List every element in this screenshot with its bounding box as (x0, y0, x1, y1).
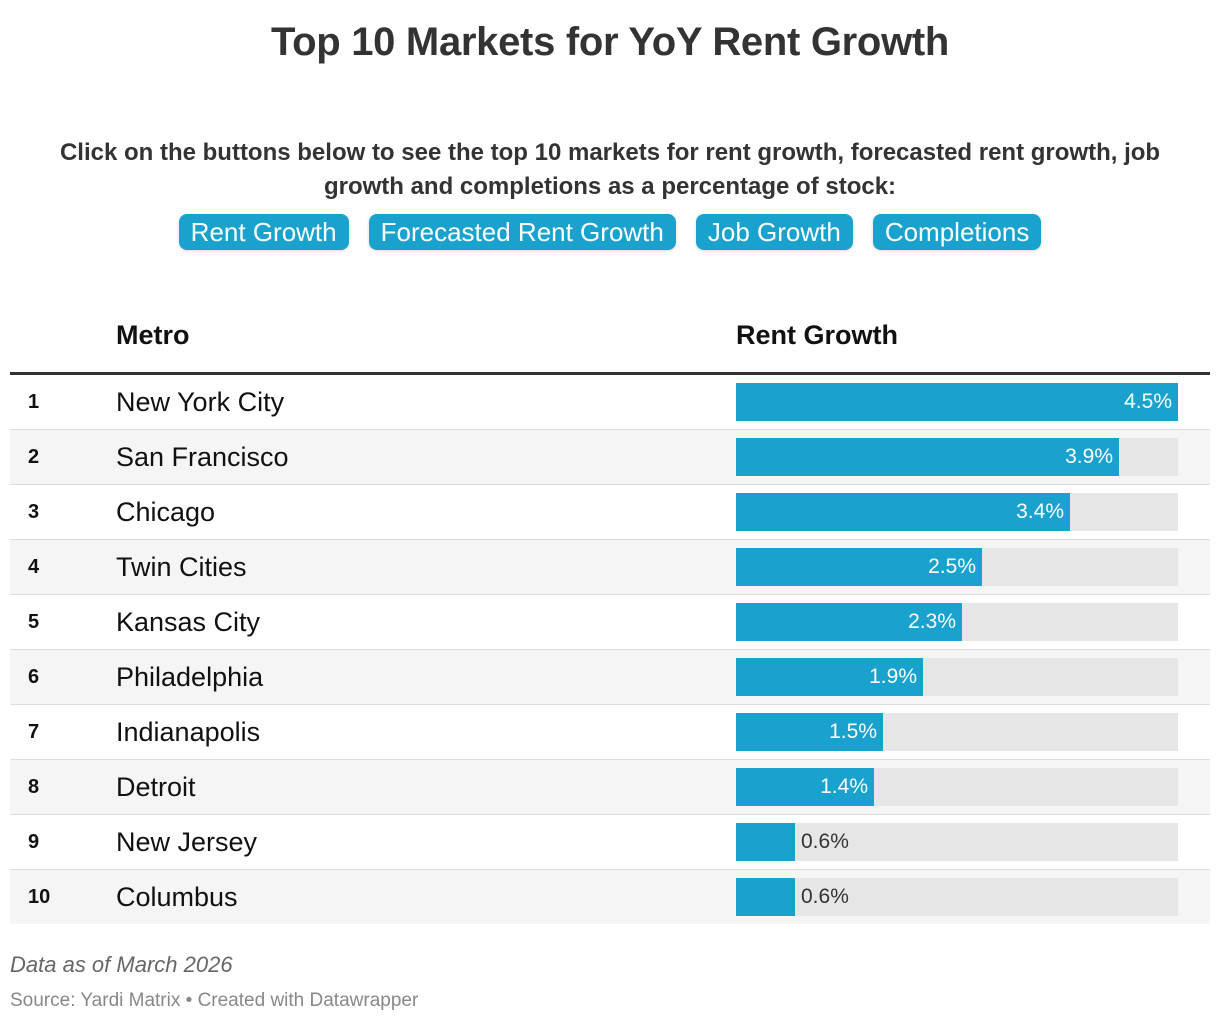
rank-cell: 1 (10, 373, 116, 430)
rent-growth-table: Metro Rent Growth 1 New York City 4.5% 2 San… (10, 298, 1210, 924)
rent-growth-bar (736, 713, 883, 751)
table-header-row: Metro Rent Growth (10, 298, 1210, 375)
rent-growth-button[interactable]: Rent Growth (178, 214, 349, 250)
rent-growth-cell: 1.5% (736, 704, 1210, 760)
bar-track: 1.9% (736, 658, 1178, 696)
completions-button[interactable]: Completions (872, 214, 1042, 250)
table-row: 4 Twin Cities 2.5% (10, 539, 1210, 595)
metro-cell: Philadelphia (116, 649, 736, 705)
job-growth-button[interactable]: Job Growth (695, 214, 853, 250)
bar-value-label: 2.3% (908, 610, 956, 633)
rank-cell: 4 (10, 539, 116, 595)
rent-growth-cell: 0.6% (736, 814, 1210, 870)
rent-growth-bar (736, 493, 1070, 531)
metro-cell: Columbus (116, 869, 736, 924)
bar-value-label: 3.9% (1065, 445, 1113, 468)
rent-growth-bar (736, 438, 1119, 476)
metro-cell: Kansas City (116, 594, 736, 650)
bar-value-label: 4.5% (1124, 390, 1172, 413)
chart-subtitle: Click on the buttons below to see the to… (59, 139, 1161, 200)
rent-growth-cell: 1.9% (736, 649, 1210, 705)
bar-track: 3.9% (736, 438, 1178, 476)
source-credit: Source: Yardi Matrix • Created with Data… (10, 990, 419, 1011)
bar-track: 4.5% (736, 383, 1178, 421)
metro-cell: Twin Cities (116, 539, 736, 595)
rank-column-header[interactable] (10, 298, 116, 375)
bar-value-label: 0.6% (801, 830, 849, 853)
rent-growth-cell: 2.5% (736, 539, 1210, 595)
rank-cell: 8 (10, 759, 116, 815)
rank-cell: 9 (10, 814, 116, 870)
table-row: 10 Columbus 0.6% (10, 869, 1210, 924)
metro-cell: Chicago (116, 484, 736, 540)
rent-growth-column-header[interactable]: Rent Growth (736, 298, 1210, 375)
rank-cell: 10 (10, 869, 116, 924)
rank-cell: 5 (10, 594, 116, 650)
rent-growth-cell: 1.4% (736, 759, 1210, 815)
rent-growth-bar (736, 878, 795, 916)
bar-track: 0.6% (736, 823, 1178, 861)
metro-cell: Indianapolis (116, 704, 736, 760)
bar-track: 1.4% (736, 768, 1178, 806)
rent-growth-bar (736, 823, 795, 861)
data-note: Data as of March 2026 (10, 952, 233, 977)
metro-cell: San Francisco (116, 429, 736, 485)
metro-column-header[interactable]: Metro (116, 298, 736, 375)
rent-growth-bar (736, 383, 1178, 421)
table-row: 1 New York City 4.5% (10, 373, 1210, 430)
bar-value-label: 2.5% (928, 555, 976, 578)
table-row: 2 San Francisco 3.9% (10, 429, 1210, 485)
bar-track: 1.5% (736, 713, 1178, 751)
metro-cell: Detroit (116, 759, 736, 815)
rent-growth-cell: 3.4% (736, 484, 1210, 540)
bar-value-label: 1.9% (869, 665, 917, 688)
rent-growth-bar (736, 548, 982, 586)
metro-cell: New York City (116, 373, 736, 430)
bar-value-label: 1.5% (829, 720, 877, 743)
bar-value-label: 3.4% (1016, 500, 1064, 523)
rent-growth-cell: 3.9% (736, 429, 1210, 485)
table-body: 1 New York City 4.5% 2 San Francisco 3.9% 3 Chi… (10, 373, 1210, 924)
table-row: 9 New Jersey 0.6% (10, 814, 1210, 870)
table-row: 8 Detroit 1.4% (10, 759, 1210, 815)
rank-cell: 3 (10, 484, 116, 540)
bar-track: 2.5% (736, 548, 1178, 586)
rent-growth-cell: 4.5% (736, 373, 1210, 430)
forecasted-rent-growth-button[interactable]: Forecasted Rent Growth (368, 214, 676, 250)
bar-track: 3.4% (736, 493, 1178, 531)
bar-value-label: 0.6% (801, 885, 849, 908)
rank-cell: 2 (10, 429, 116, 485)
metro-cell: New Jersey (116, 814, 736, 870)
bar-track: 0.6% (736, 878, 1178, 916)
rent-growth-bar (736, 658, 923, 696)
chart-title: Top 10 Markets for YoY Rent Growth (270, 20, 950, 64)
bar-value-label: 1.4% (820, 775, 868, 798)
table-row: 5 Kansas City 2.3% (10, 594, 1210, 650)
bar-track: 2.3% (736, 603, 1178, 641)
rent-growth-cell: 0.6% (736, 869, 1210, 924)
table-row: 3 Chicago 3.4% (10, 484, 1210, 540)
rent-growth-cell: 2.3% (736, 594, 1210, 650)
table-row: 6 Philadelphia 1.9% (10, 649, 1210, 705)
rank-cell: 6 (10, 649, 116, 705)
rent-growth-bar (736, 603, 962, 641)
rent-growth-bar (736, 768, 874, 806)
dataset-button-group: Rent Growth Forecasted Rent Growth Job G… (0, 214, 1220, 250)
table-row: 7 Indianapolis 1.5% (10, 704, 1210, 760)
rank-cell: 7 (10, 704, 116, 760)
